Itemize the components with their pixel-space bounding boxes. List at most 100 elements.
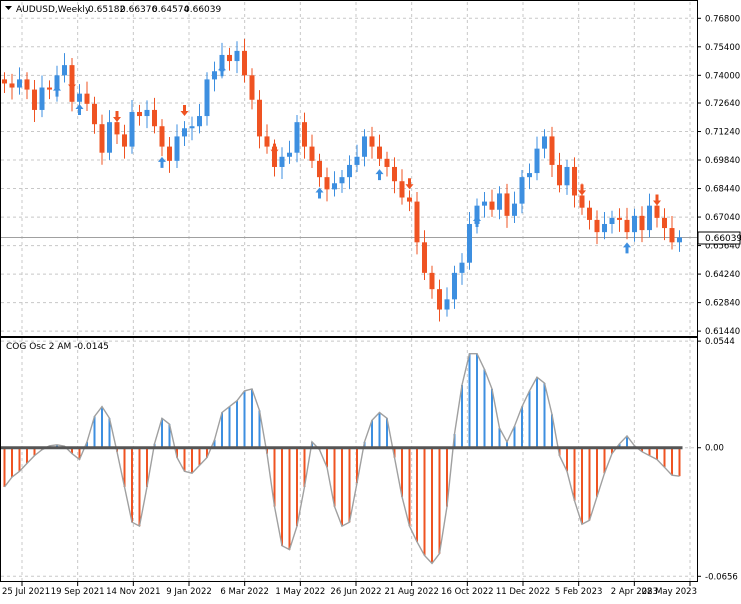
sell-arrow-icon xyxy=(68,78,76,90)
candle-body-bearish xyxy=(624,219,630,233)
osc-y-tick-label: 0.00 xyxy=(705,444,724,454)
buy-arrow-icon xyxy=(375,169,384,181)
x-tick-label: 21 Aug 2022 xyxy=(384,587,438,597)
candle-body-bearish xyxy=(9,83,15,88)
candle-body-bullish xyxy=(39,87,45,110)
candle-body-bearish xyxy=(504,193,510,216)
candle-body-bullish xyxy=(212,71,217,80)
candle-body-bullish xyxy=(542,136,547,149)
candle-body-bearish xyxy=(422,242,427,273)
osc-y-tick-label: 0.0544 xyxy=(705,337,735,347)
candle-body-bearish xyxy=(617,217,622,220)
candle-body-bearish xyxy=(392,166,397,182)
candle-body-bearish xyxy=(587,207,592,220)
x-tick-label: 16 Oct 2022 xyxy=(441,587,494,597)
price-y-tick-label: 0.67040 xyxy=(705,213,740,223)
candle-body-bullish xyxy=(632,215,637,233)
ohlc-close: 0.66039 xyxy=(184,5,221,15)
buy-arrow-icon xyxy=(158,156,166,168)
oscillator-layer xyxy=(1,353,683,565)
candle-body-bearish xyxy=(227,54,232,62)
candle-body-bearish xyxy=(47,87,52,90)
candles-layer xyxy=(2,38,682,322)
candle-body-bullish xyxy=(519,177,525,204)
dropdown-triangle-icon[interactable] xyxy=(5,6,12,10)
ohlc-high: 0.66376 xyxy=(120,5,157,15)
candle-body-bearish xyxy=(32,89,37,110)
x-tick-label: 5 Feb 2023 xyxy=(555,587,603,597)
candle-body-bearish xyxy=(369,136,375,147)
candle-body-bullish xyxy=(602,223,607,233)
candle-body-bearish xyxy=(594,219,600,233)
candle-body-bearish xyxy=(122,134,127,147)
x-tick-label: 25 Jul 2021 xyxy=(2,587,50,597)
candle-body-bearish xyxy=(257,99,262,137)
candle-body-bearish xyxy=(407,197,412,202)
indicator-label: COG Osc 2 AM -0.0145 xyxy=(6,342,109,352)
candle-body-bearish xyxy=(489,201,495,210)
candle-body-bearish xyxy=(242,50,247,76)
candle-body-bullish xyxy=(204,79,210,117)
price-y-tick-label: 0.65640 xyxy=(705,242,740,252)
symbol-label: AUDUSD,Weekly xyxy=(16,5,91,15)
x-tick-label: 14 Nov 2021 xyxy=(106,587,160,597)
buy-arrow-icon xyxy=(473,215,481,227)
candle-body-bearish xyxy=(437,289,442,310)
candle-body-bearish xyxy=(579,195,585,208)
candle-body-bullish xyxy=(527,173,532,178)
candle-body-bullish xyxy=(174,136,180,161)
candle-body-bullish xyxy=(219,54,225,72)
buy-arrow-icon xyxy=(315,187,324,199)
price-y-tick-label: 0.69840 xyxy=(705,156,740,166)
candle-body-bullish xyxy=(129,111,135,147)
candle-body-bearish xyxy=(167,146,172,161)
x-tick-label: 6 Mar 2022 xyxy=(220,587,268,597)
candle-body-bullish xyxy=(339,177,345,184)
sell-arrow-icon xyxy=(653,194,661,206)
candle-body-bullish xyxy=(647,205,652,231)
candle-body-bearish xyxy=(92,103,97,125)
candle-body-bearish xyxy=(302,122,307,147)
buy-arrow-icon xyxy=(623,242,631,254)
candle-body-bearish xyxy=(159,126,165,147)
candle-body-bullish xyxy=(17,79,22,88)
candle-body-bearish xyxy=(429,272,435,290)
candle-body-bullish xyxy=(609,217,615,224)
buy-arrow-icon xyxy=(75,103,84,115)
candle-body-bearish xyxy=(399,181,405,198)
candle-body-bearish xyxy=(557,164,562,186)
candle-body-bullish xyxy=(444,299,450,310)
candle-body-bearish xyxy=(114,122,120,135)
candle-body-bearish xyxy=(639,215,645,231)
price-y-tick-label: 0.71240 xyxy=(705,128,740,138)
price-y-tick-label: 0.62840 xyxy=(705,299,740,309)
candle-body-bearish xyxy=(249,75,255,100)
candle-body-bearish xyxy=(662,217,667,229)
candle-body-bullish xyxy=(354,156,360,165)
candle-body-bullish xyxy=(459,262,465,273)
axis-layer: 25 Jul 2021 19 Sep 2021 14 Nov 2021 9 Jan 2… xyxy=(2,14,740,597)
candle-body-bullish xyxy=(452,272,457,300)
candle-body-bullish xyxy=(234,50,240,62)
x-tick-label: 9 Jan 2022 xyxy=(166,587,212,597)
x-tick-label: 26 Jun 2022 xyxy=(330,587,381,597)
sell-arrow-icon xyxy=(578,184,586,196)
candle-body-bearish xyxy=(324,177,330,190)
price-y-tick-label: 0.61440 xyxy=(705,327,740,337)
x-tick-label: 2 Apr 2023 xyxy=(611,587,658,597)
candle-body-bullish xyxy=(474,205,480,224)
candle-body-bullish xyxy=(467,223,472,263)
candle-body-bullish xyxy=(362,136,367,157)
sell-arrow-icon xyxy=(180,104,189,116)
candle-body-bullish xyxy=(497,193,502,210)
candle-body-bullish xyxy=(287,152,292,157)
x-tick-label: 28 May 2023 xyxy=(642,587,697,597)
candle-body-bullish xyxy=(347,164,352,178)
candle-body-bearish xyxy=(272,146,277,167)
buy-arrow-icon xyxy=(218,65,226,77)
candle-body-bullish xyxy=(107,122,112,153)
candle-body-bullish xyxy=(332,183,337,190)
candle-body-bearish xyxy=(24,79,30,90)
price-y-tick-label: 0.74000 xyxy=(705,71,740,81)
candle-body-bullish xyxy=(294,122,300,153)
